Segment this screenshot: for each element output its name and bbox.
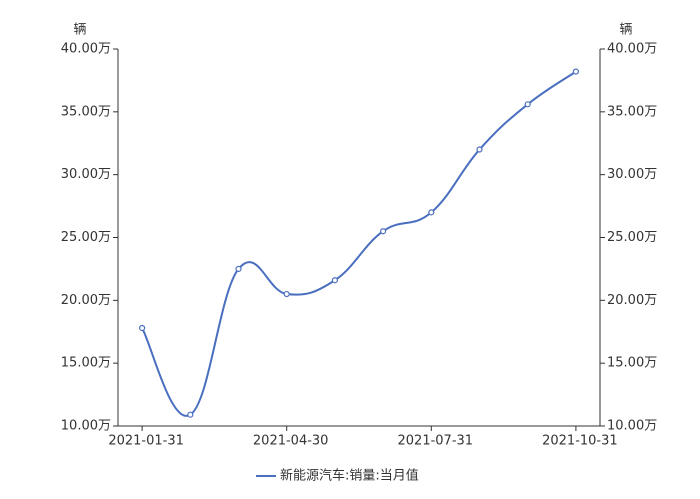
y2-tick-label: 35.00万: [607, 104, 657, 119]
point: [235, 265, 242, 273]
x-tick-label: 2021-07-31: [398, 434, 474, 449]
y2-tick-label: 10.00万: [607, 419, 657, 434]
y-tick-label: 15.00万: [61, 356, 111, 371]
point: [476, 146, 483, 153]
y-tick-label: 35.00万: [61, 104, 111, 119]
point: [524, 101, 531, 108]
point: [283, 290, 290, 298]
x-tick-label: 2021-01-31: [108, 434, 184, 449]
line-series: [141, 70, 577, 417]
y-tick-label: 20.00万: [61, 293, 111, 308]
y2-tick-label: 30.00万: [607, 167, 657, 182]
y2-axis-label: 辆: [619, 23, 632, 38]
y2-tick-label: 40.00万: [607, 42, 657, 57]
y-tick-label: 10.00万: [61, 419, 111, 434]
point: [187, 411, 194, 418]
y-axis-label: 辆: [73, 23, 86, 38]
y2-tick-label: 15.00万: [607, 356, 657, 371]
y2-tick-label: 20.00万: [607, 293, 657, 308]
point: [428, 209, 435, 216]
point: [139, 324, 146, 332]
y-tick-label: 25.00万: [61, 230, 111, 245]
x-tick-label: 2021-10-31: [542, 434, 618, 449]
y-tick-label: 30.00万: [61, 167, 111, 182]
y2-tick-label: 25.00万: [607, 230, 657, 245]
y-tick-label: 40.00万: [61, 42, 111, 57]
x-tick-label: 2021-04-30: [253, 434, 329, 449]
point: [331, 277, 338, 284]
point: [572, 68, 580, 75]
point: [380, 228, 387, 235]
legend-label[interactable]: 新能源汽车:销量:当月值: [280, 468, 419, 484]
